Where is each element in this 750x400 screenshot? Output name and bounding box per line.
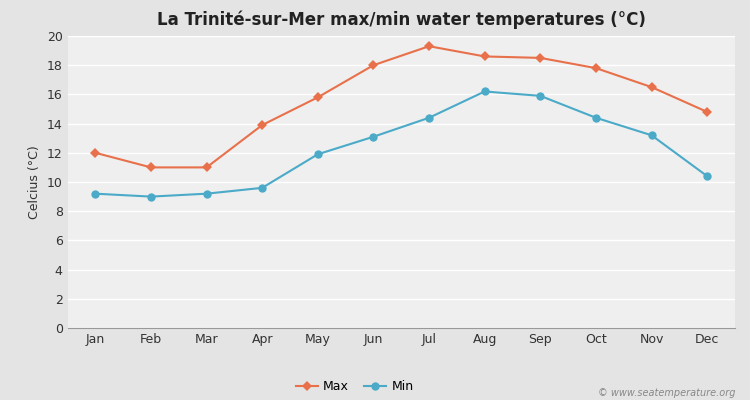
- Min: [146, 194, 155, 199]
- Max: [424, 44, 433, 49]
- Min: [202, 191, 211, 196]
- Max: [258, 123, 267, 128]
- Max: [314, 95, 322, 100]
- Line: Min: Min: [92, 87, 711, 201]
- Min: [703, 174, 712, 178]
- Min: [647, 133, 656, 138]
- Max: [202, 165, 211, 170]
- Max: [146, 165, 155, 170]
- Min: [369, 134, 378, 139]
- Max: [703, 110, 712, 114]
- Max: [91, 150, 100, 155]
- Max: [592, 66, 601, 70]
- Max: [369, 63, 378, 68]
- Min: [314, 152, 322, 157]
- Line: Max: Max: [92, 43, 711, 171]
- Y-axis label: Celcius (°C): Celcius (°C): [28, 145, 41, 219]
- Min: [424, 115, 433, 120]
- Min: [480, 89, 489, 94]
- Text: © www.seatemperature.org: © www.seatemperature.org: [598, 388, 735, 398]
- Legend: Max, Min: Max, Min: [290, 375, 418, 398]
- Min: [91, 191, 100, 196]
- Min: [536, 94, 544, 98]
- Max: [647, 85, 656, 90]
- Max: [536, 56, 544, 60]
- Title: La Trinité-sur-Mer max/min water temperatures (°C): La Trinité-sur-Mer max/min water tempera…: [157, 10, 646, 29]
- Min: [258, 186, 267, 190]
- Max: [480, 54, 489, 59]
- Min: [592, 115, 601, 120]
